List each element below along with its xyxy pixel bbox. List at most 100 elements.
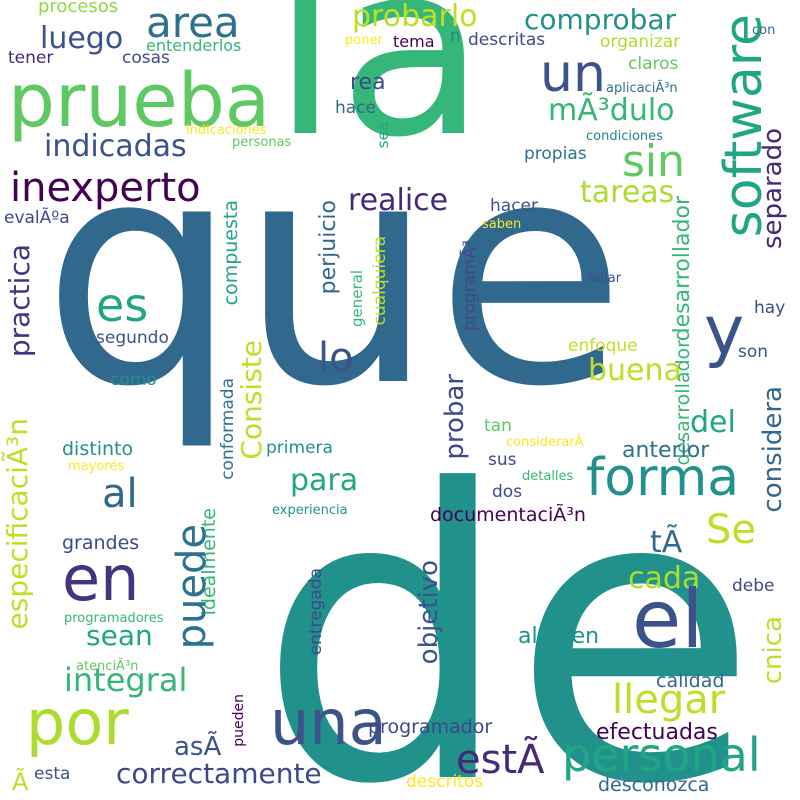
word-personal: personal <box>562 728 761 782</box>
word-con: con <box>752 23 776 38</box>
word-indicaciones: indicaciones <box>186 123 267 138</box>
word-indicadas: indicadas <box>44 129 187 164</box>
word-rea: rea <box>350 70 386 95</box>
word-atencion: atenciÃ³n <box>76 659 139 674</box>
word-son: son <box>738 342 769 362</box>
word-anterior: anterior <box>622 438 710 463</box>
word-una: una <box>270 686 387 759</box>
word-efectuadas: efectuadas <box>596 720 718 745</box>
word-hay: hay <box>754 298 786 318</box>
word-evalua: evalÃºa <box>4 208 70 228</box>
word-es: es <box>96 278 149 332</box>
word-n: n <box>450 26 461 46</box>
word-sea: sea <box>374 122 392 149</box>
word-condiciones: condiciones <box>586 129 663 144</box>
word-lo: lo <box>318 335 354 381</box>
word-enfoque: enfoque <box>568 336 638 356</box>
word-probarlo: probarlo <box>352 0 478 34</box>
word-practica: practica <box>3 244 36 358</box>
word-inexperto: inexperto <box>10 165 201 211</box>
word-distinto: distinto <box>62 438 134 460</box>
word-al: al <box>102 471 138 517</box>
word-separado: separado <box>758 128 788 250</box>
word-probar: probar <box>440 374 470 460</box>
word-como: como <box>110 370 157 390</box>
word-saben: saben <box>482 217 522 232</box>
word-conformada: conformada <box>218 378 238 480</box>
word-la: la <box>272 0 486 190</box>
word-poner: poner <box>345 33 383 48</box>
word-cnica: cnica <box>758 616 788 685</box>
word-dos: dos <box>492 482 523 502</box>
word-grandes: grandes <box>62 532 140 554</box>
word-calidad: calidad <box>656 670 725 692</box>
word-programo: programÃ³ <box>460 240 480 332</box>
word-tema: tema <box>393 32 435 51</box>
word-segundo: segundo <box>96 328 169 348</box>
word-documentacion: documentaciÃ³n <box>430 504 586 526</box>
word-prueba: prueba <box>8 58 271 144</box>
word-sean: sean <box>86 619 153 652</box>
word-asi: asÃ <box>174 732 222 762</box>
word-ta: tÃ <box>650 525 683 560</box>
word-procesos: procesos <box>38 0 119 17</box>
word-cualquiera: cualquiera <box>370 236 390 326</box>
word-descritos: descritos <box>406 772 484 792</box>
word-debe: debe <box>732 576 775 596</box>
word-organizar: organizar <box>600 32 681 52</box>
word-forma: forma <box>586 448 740 508</box>
word-pueden: pueden <box>231 694 247 747</box>
word-compuesta: compuesta <box>220 200 242 306</box>
word-de: de <box>258 407 758 800</box>
word-esta-2: esta <box>34 764 71 784</box>
word-modulo: mÃ³dulo <box>548 93 675 128</box>
word-claros: claros <box>628 54 679 74</box>
word-en: en <box>62 542 140 615</box>
word-un: un <box>540 44 606 104</box>
word-puede: puede <box>169 524 215 650</box>
word-sin: sin <box>622 136 686 187</box>
word-sus: sus <box>488 450 517 470</box>
word-fallar: fallar <box>588 271 622 286</box>
word-tal: tal <box>544 652 566 672</box>
word-consiste: Consiste <box>235 340 268 460</box>
word-a-tilde: Ã <box>12 768 29 796</box>
word-luego: luego <box>40 21 124 56</box>
word-cosas: cosas <box>122 48 170 68</box>
word-area: area <box>146 0 240 47</box>
word-tener: tener <box>8 48 54 68</box>
word-entenderlos: entenderlos <box>146 36 242 55</box>
word-objetivo: objetivo <box>414 560 444 665</box>
word-descritas: descritas <box>468 30 546 50</box>
word-integral: integral <box>64 661 188 699</box>
word-llegar: llegar <box>612 677 726 723</box>
word-para: para <box>290 463 359 498</box>
word-realice: realice <box>348 183 449 218</box>
word-hacer: hacer <box>490 196 538 216</box>
word-tareas: tareas <box>580 175 675 210</box>
word-considerara: considerarÃ <box>506 435 584 450</box>
word-perjuicio: perjuicio <box>316 200 341 295</box>
word-cada: cada <box>628 561 701 596</box>
word-aplicacion: aplicaciÃ³n <box>606 81 678 96</box>
word-se: Se <box>706 507 756 553</box>
word-tan: tan <box>484 416 512 436</box>
word-general: general <box>348 270 366 328</box>
word-buena: buena <box>588 353 682 388</box>
word-por: por <box>26 686 129 759</box>
word-del: del <box>690 405 736 440</box>
word-mayores: mayores <box>68 459 125 474</box>
word-experiencia: experiencia <box>272 503 348 518</box>
word-personas: personas <box>232 135 292 150</box>
word-desarrollador: desarrollador <box>670 196 695 342</box>
word-primera: primera <box>266 438 333 458</box>
word-y: y <box>704 292 745 371</box>
word-desconozca: desconozca <box>598 774 710 796</box>
word-el: el <box>632 573 704 666</box>
word-detalles: detalles <box>522 469 574 484</box>
word-alguien: alguien <box>518 624 600 649</box>
word-comprobar: comprobar <box>524 3 677 36</box>
word-considera: considera <box>758 386 788 513</box>
word-programador: programador <box>368 716 493 738</box>
